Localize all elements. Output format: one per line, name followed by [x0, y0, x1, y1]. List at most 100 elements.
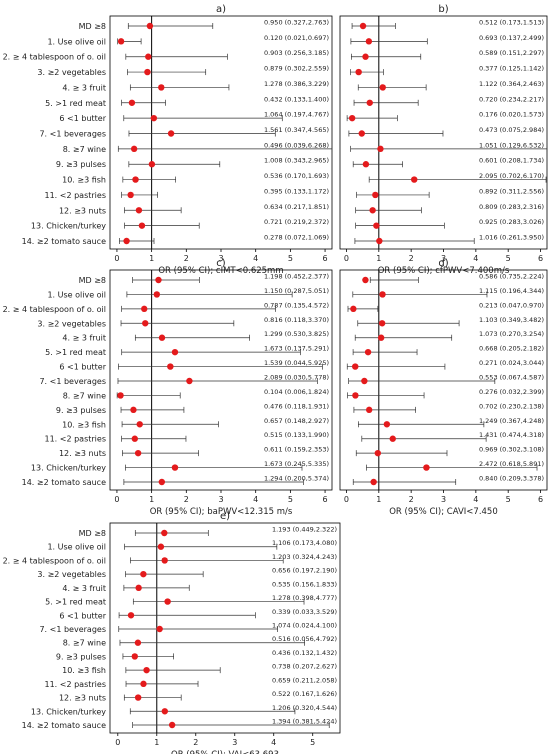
forest-panel-4: d) 0 1 2 3 4 5 6 OR (95% CI); CAVI<7.450 0.586 (0…	[339, 258, 548, 517]
category-label: 3. ≥2 vegetables	[37, 68, 106, 77]
or-value-label: 0.395 (0.133,1.172)	[264, 187, 329, 195]
plot-frame	[109, 522, 341, 734]
or-value-label: 1.193 (0.449,2.322)	[272, 526, 337, 534]
category-label: 7. <1 beverages	[39, 130, 106, 139]
or-point	[168, 721, 176, 729]
or-value-label: 0.432 (0.133,1.400)	[264, 95, 329, 103]
category-label: 7. <1 beverages	[39, 625, 106, 634]
category-label: 8. ≥7 wine	[63, 639, 106, 648]
or-point	[150, 114, 158, 122]
category-label: 1. Use olive oil	[47, 543, 106, 552]
or-value-label: 1.673 (0.137,5.291)	[264, 345, 329, 353]
or-value-label: 0.721 (0.219,2.372)	[264, 218, 329, 226]
or-point	[366, 99, 373, 106]
or-point	[355, 68, 362, 76]
or-point	[383, 421, 391, 428]
or-value-label: 1.064 (0.197,4.767)	[264, 111, 329, 119]
or-point	[167, 130, 175, 137]
or-point	[131, 435, 139, 442]
or-value-label: 0.656 (0.197,2.190)	[272, 567, 337, 575]
or-value-label: 2.095 (0.702,6.170)	[479, 172, 544, 180]
or-value-label: 0.903 (0.256,3.185)	[264, 49, 329, 57]
or-value-label: 1.122 (0.364,2.463)	[479, 80, 544, 88]
or-value-label: 0.809 (0.283,2.316)	[479, 203, 544, 211]
panel-label: b)	[438, 4, 448, 15]
or-point	[369, 207, 376, 214]
or-value-label: 0.816 (0.118,3.370)	[264, 316, 329, 324]
or-point	[134, 694, 142, 701]
or-value-label: 0.702 (0.230,2.138)	[479, 402, 544, 410]
x-tick-label: 6	[538, 495, 543, 504]
or-point	[142, 320, 149, 327]
or-point	[379, 291, 386, 298]
category-label: 10. ≥3 fish	[62, 176, 106, 185]
or-point	[352, 392, 359, 399]
or-point	[370, 478, 377, 486]
or-value-label: 0.693 (0.137,2.499)	[479, 34, 544, 42]
x-tick-label: 6	[323, 495, 328, 504]
or-point	[135, 207, 143, 214]
or-point	[352, 363, 359, 370]
or-value-label: 0.512 (0.173,1.513)	[479, 19, 544, 27]
category-label: 2. ≥ 4 tablespoon of o. oil	[3, 305, 106, 314]
or-point	[362, 53, 369, 60]
category-label: 12. ≥3 nuts	[59, 449, 106, 458]
or-point	[134, 449, 142, 457]
or-value-label: 0.840 (0.209,3.378)	[479, 475, 544, 483]
category-label: MD ≥8	[79, 276, 106, 285]
category-label: 11. <2 pastries	[45, 191, 107, 200]
or-point	[117, 392, 124, 399]
or-point	[378, 320, 386, 327]
panel-label: a)	[216, 4, 226, 15]
or-value-label: 0.657 (0.148,2.927)	[264, 417, 329, 425]
x-tick-label: 6	[538, 254, 543, 263]
or-point	[158, 84, 165, 91]
x-tick-label: 6	[323, 254, 328, 263]
or-value-label: 1.016 (0.261,3.950)	[479, 234, 544, 242]
or-value-label: 1.278 (0.386,3.229)	[264, 80, 329, 88]
or-value-label: 1.115 (0.196,4.344)	[479, 287, 544, 295]
x-tick-label: 0	[114, 495, 119, 504]
or-point	[141, 305, 148, 313]
x-tick-label: 1	[154, 738, 159, 747]
or-point	[145, 53, 152, 60]
or-value-label: 0.535 (0.156,1.833)	[272, 580, 337, 588]
category-label: 5. >1 red meat	[45, 99, 106, 108]
category-label: 11. <2 pastries	[45, 680, 107, 689]
or-value-label: 0.738 (0.207,2.627)	[272, 663, 337, 671]
or-value-label: 0.276 (0.032,2.399)	[479, 388, 544, 396]
or-value-label: 0.601 (0.208,1.734)	[479, 157, 544, 165]
or-value-label: 1.206 (0.320,4.544)	[272, 704, 337, 712]
or-value-label: 0.586 (0.735,2.224)	[479, 273, 544, 281]
or-point	[411, 176, 418, 183]
or-point	[362, 161, 370, 168]
x-tick-label: 5	[310, 738, 315, 747]
or-point	[377, 334, 385, 341]
or-value-label: 0.516 (0.056,4.792)	[272, 635, 337, 643]
x-tick-label: 4	[473, 495, 478, 504]
or-value-label: 0.436 (0.132,1.432)	[272, 649, 337, 657]
forest-panel-5: e) 0 1 2 3 4 5 OR (95% CI); VAI<63.693 MD ≥8 1.19…	[3, 511, 341, 754]
or-point	[161, 557, 168, 564]
category-label: 4. ≥ 3 fruit	[62, 83, 106, 92]
x-tick-label: 3	[232, 738, 237, 747]
x-tick-label: 1	[376, 254, 381, 263]
x-tick-label: 0	[114, 254, 119, 263]
or-point	[358, 130, 365, 137]
x-tick-label: 5	[506, 254, 511, 263]
category-label: 11. <2 pastries	[45, 435, 107, 444]
or-point	[143, 666, 150, 674]
or-point	[127, 191, 134, 199]
or-value-label: 1.539 (0.044,5.925)	[264, 359, 329, 367]
category-label: MD ≥8	[79, 529, 106, 538]
or-point	[364, 348, 372, 356]
or-value-label: 0.515 (0.133,1.990)	[264, 431, 329, 439]
or-value-label: 0.213 (0.047,0.970)	[479, 301, 544, 309]
category-label: 13. Chicken/turkey	[31, 222, 106, 231]
category-label: 9. ≥3 pulses	[56, 406, 106, 415]
category-label: 3. ≥2 vegetables	[37, 319, 106, 328]
or-point	[136, 421, 143, 428]
or-value-label: 0.659 (0.211,2.058)	[272, 676, 337, 684]
or-point	[374, 449, 382, 457]
or-point	[348, 114, 356, 122]
